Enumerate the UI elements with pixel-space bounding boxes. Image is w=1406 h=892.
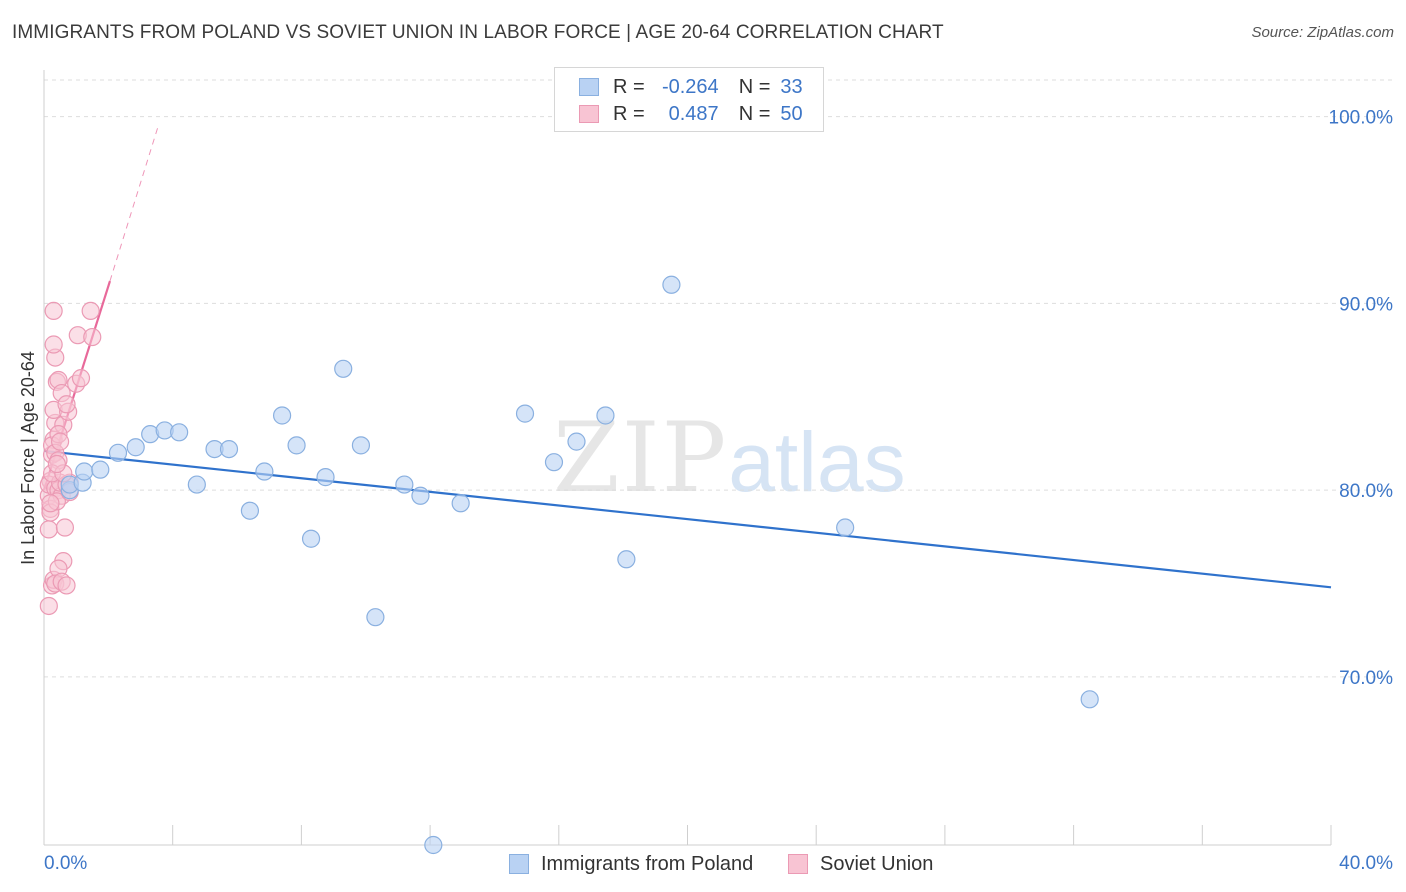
trend-lines [42, 125, 1332, 589]
poland-point [316, 468, 335, 487]
legend-swatch-soviet [579, 105, 599, 123]
legend-n-label: N = [738, 102, 771, 125]
soviet-union-point [39, 596, 58, 616]
x-tick-label: 40.0% [1339, 853, 1393, 874]
y-tick-label: 80.0% [1339, 481, 1393, 502]
soviet-union-point [44, 335, 63, 354]
poland-point [334, 359, 353, 378]
x-tick-label: 0.0% [44, 853, 87, 874]
soviet-union-point [39, 520, 58, 539]
poland-point [255, 462, 274, 481]
poland-point [351, 436, 371, 455]
legend-r-value: 0.487 [668, 102, 719, 125]
poland-point [240, 501, 260, 520]
soviet-union-point [41, 494, 60, 513]
poland-point [451, 494, 470, 513]
poland-point [617, 550, 636, 569]
axes [43, 70, 1332, 846]
soviet-union-point [47, 454, 66, 474]
y-tick-label: 90.0% [1339, 294, 1393, 315]
watermark-zip: ZIP [553, 402, 729, 514]
legend-row-soviet: R = 0.487 N = 50 [579, 101, 803, 127]
series-label-soviet: Soviet Union [820, 852, 934, 875]
legend-swatch-poland [579, 78, 599, 96]
poland-point [91, 460, 110, 479]
series-label-poland: Immigrants from Poland [541, 852, 754, 875]
poland-point [301, 529, 321, 548]
y-tick-label: 100.0% [1329, 108, 1394, 129]
watermark: ZIPatlas [553, 402, 906, 514]
y-tick-label: 70.0% [1339, 668, 1393, 689]
soviet-union-point [57, 576, 76, 595]
soviet-trend-extension [109, 125, 159, 282]
poland-point [1080, 690, 1099, 709]
source-credit: Source: ZipAtlas.com [1251, 24, 1394, 41]
data-points [39, 275, 1099, 855]
poland-point [544, 453, 564, 472]
poland-point [366, 608, 385, 627]
legend-r-label: R = [613, 75, 645, 98]
series-swatch-soviet [788, 854, 808, 874]
poland-point [836, 518, 855, 537]
poland-point [170, 423, 189, 442]
soviet-union-point [81, 301, 100, 321]
poland-point [411, 486, 430, 505]
legend-n-value: 50 [780, 102, 803, 125]
poland-trend-line [43, 449, 1332, 589]
legend-r-value: -0.264 [661, 75, 719, 98]
poland-point [126, 438, 145, 457]
legend-n-label: N = [738, 75, 771, 98]
series-legend-soviet: Soviet Union [788, 851, 933, 877]
soviet-union-point [71, 369, 91, 388]
poland-point [424, 835, 443, 855]
watermark-atlas: atlas [728, 415, 906, 509]
poland-point [395, 475, 414, 494]
poland-point [567, 432, 586, 451]
poland-point [219, 439, 239, 459]
poland-point [515, 404, 535, 423]
poland-point [187, 475, 206, 494]
poland-point [596, 406, 615, 425]
soviet-union-point [57, 395, 76, 414]
y-axis-label: In Labor Force | Age 20-64 [18, 351, 38, 565]
poland-point [662, 275, 681, 294]
legend-row-poland: R = -0.264 N = 33 [579, 74, 803, 100]
soviet-union-point [83, 327, 102, 347]
grid-lines [44, 79, 1392, 678]
poland-point [75, 462, 94, 481]
legend-n-value: 33 [780, 75, 803, 98]
chart-title: IMMIGRANTS FROM POLAND VS SOVIET UNION I… [12, 22, 944, 43]
series-legend-poland: Immigrants from Poland [509, 851, 753, 877]
soviet-union-point [44, 301, 63, 321]
soviet-union-point [55, 518, 75, 537]
legend-r-label: R = [613, 102, 645, 125]
legend: R = -0.264 N = 33 R = 0.487 N = 50 [554, 67, 824, 132]
series-swatch-poland [509, 854, 529, 874]
poland-point [108, 443, 128, 462]
soviet-union-point [50, 432, 70, 451]
poland-point [272, 406, 292, 425]
tick-labels: 100.0% 90.0% 80.0% 70.0% 0.0% 40.0% [44, 108, 1393, 874]
poland-point [287, 436, 306, 455]
